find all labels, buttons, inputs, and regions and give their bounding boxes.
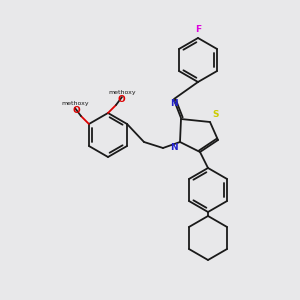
Text: F: F xyxy=(195,25,201,34)
Text: S: S xyxy=(212,110,218,119)
Text: N: N xyxy=(170,143,178,152)
Text: N: N xyxy=(170,100,178,109)
Text: methoxy: methoxy xyxy=(108,90,136,95)
Text: O: O xyxy=(72,106,80,115)
Text: methoxy: methoxy xyxy=(61,101,89,106)
Text: O: O xyxy=(117,95,125,104)
